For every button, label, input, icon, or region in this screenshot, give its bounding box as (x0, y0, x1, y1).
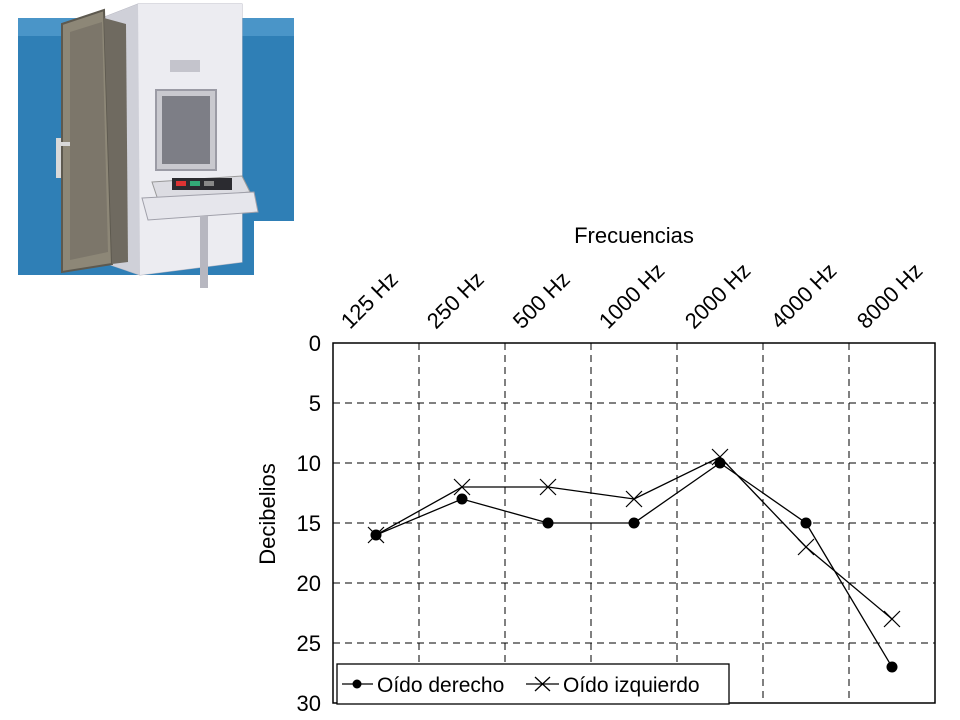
data-point-left-ear (453, 478, 471, 496)
y-tick-label: 20 (297, 571, 321, 596)
x-tick-label: 125 Hz (336, 267, 403, 334)
data-point-left-ear (367, 526, 385, 544)
y-tick-label: 10 (297, 451, 321, 476)
chart-series (367, 448, 901, 673)
chart-labels: 0 5 10 15 20 25 30 125 Hz 250 Hz 500 Hz 1000 Hz 200… (297, 258, 928, 716)
series-line-0 (375, 462, 893, 668)
data-point-right-ear (800, 517, 812, 529)
y-tick-label: 0 (309, 331, 321, 356)
legend-entry-right-ear: Oído derecho (342, 674, 504, 697)
legend-label-left-ear: Oído izquierdo (563, 674, 700, 697)
x-tick-label: 500 Hz (508, 267, 575, 334)
y-axis-title: Decibelios (255, 463, 280, 565)
data-point-left-ear (625, 490, 643, 508)
x-axis-title: Frecuencias (574, 223, 694, 248)
chart-legend: Oído derecho Oído izquierdo (336, 663, 730, 705)
data-point-left-ear (539, 478, 557, 496)
data-point-right-ear (542, 517, 554, 529)
y-tick-label: 25 (297, 631, 321, 656)
y-tick-label: 30 (297, 691, 321, 716)
data-point-right-ear (628, 517, 640, 529)
data-point-left-ear (883, 610, 901, 628)
legend-label-right-ear: Oído derecho (377, 674, 504, 697)
x-tick-label: 1000 Hz (594, 258, 670, 334)
x-tick-label: 4000 Hz (766, 258, 842, 334)
data-point-right-ear (456, 493, 468, 505)
data-point-right-ear (886, 661, 898, 673)
data-point-left-ear (797, 538, 815, 556)
y-tick-label: 5 (309, 391, 321, 416)
y-tick-label: 15 (297, 511, 321, 536)
data-point-left-ear (711, 448, 729, 466)
audiometry-booth-icon (18, 3, 294, 288)
x-tick-label: 250 Hz (422, 267, 489, 334)
legend-entry-left-ear: Oído izquierdo (526, 674, 700, 697)
x-tick-label: 8000 Hz (852, 258, 928, 334)
x-tick-label: 2000 Hz (680, 258, 756, 334)
